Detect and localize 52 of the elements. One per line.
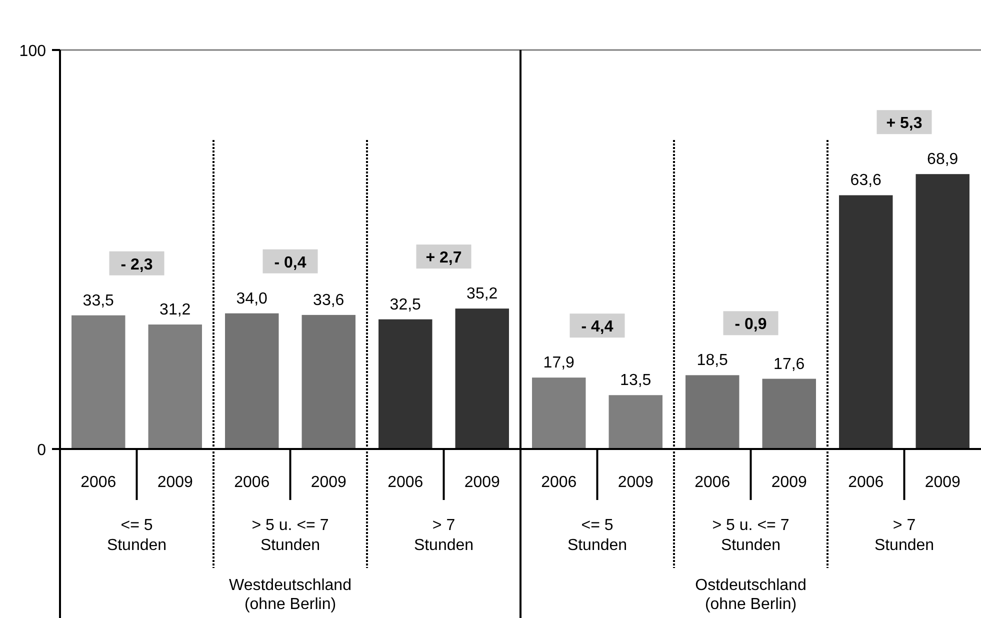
data-label: 32,5 [390,296,422,314]
data-label: 17,6 [774,356,805,373]
x-tick-label: 2006 [541,474,577,491]
x-tick-label: 2009 [157,474,194,491]
text: <= 5 Stunden [106,517,167,554]
text: > 5 u. <= 7 Stunden [252,517,329,554]
data-label: 18,5 [696,352,728,370]
bar [686,375,740,449]
text: > 5 u. <= 7 Stunden [712,517,790,554]
text: Ostdeutschland (ohne Berlin) [695,577,806,613]
bar [302,314,356,449]
data-label: 63,6 [850,172,882,190]
data-label: 33,6 [313,292,344,309]
x-tick-label: 2009 [771,474,808,491]
x-tick-label: 2006 [694,474,730,491]
x-tick-label: 2009 [924,474,961,491]
bar [762,378,816,449]
bar [148,324,202,449]
bar [225,313,279,449]
data-label: 68,9 [927,151,958,168]
annotation: - 4,4 [581,318,614,336]
annotation: - 2,3 [120,256,153,274]
bar [839,195,893,449]
text: <= 5 Stunden [567,517,628,554]
text: > 7 Stunden [874,517,934,554]
annotation: + 5,3 [886,115,922,132]
data-label: 35,2 [466,286,498,303]
annotation: + 2,7 [426,250,462,267]
y-tick-label: 100 [19,43,46,60]
text: > 7 Stunden [414,517,474,554]
annotation: - 0,9 [734,316,767,334]
data-label: 34,0 [236,290,268,308]
x-tick-label: 2006 [848,474,884,491]
data-label: 17,9 [543,354,575,372]
y-tick-label: 0 [37,442,46,459]
bar [916,174,970,449]
x-tick-label: 2009 [464,474,500,491]
data-label: 13,5 [620,372,652,390]
text: Westdeutschland (ohne Berlin) [229,577,352,613]
annotation: - 0,4 [274,254,306,272]
x-tick-label: 2006 [388,474,424,491]
bar [608,395,662,449]
data-label: 31,2 [160,302,191,319]
bar [455,308,509,449]
x-tick-label: 2009 [618,474,654,491]
x-tick-label: 2006 [80,474,116,491]
data-label: 33,5 [82,292,114,310]
x-tick-label: 2006 [234,474,270,491]
bar [72,315,126,449]
bar [378,319,432,449]
bar [532,378,586,449]
x-tick-label: 2009 [310,474,347,491]
